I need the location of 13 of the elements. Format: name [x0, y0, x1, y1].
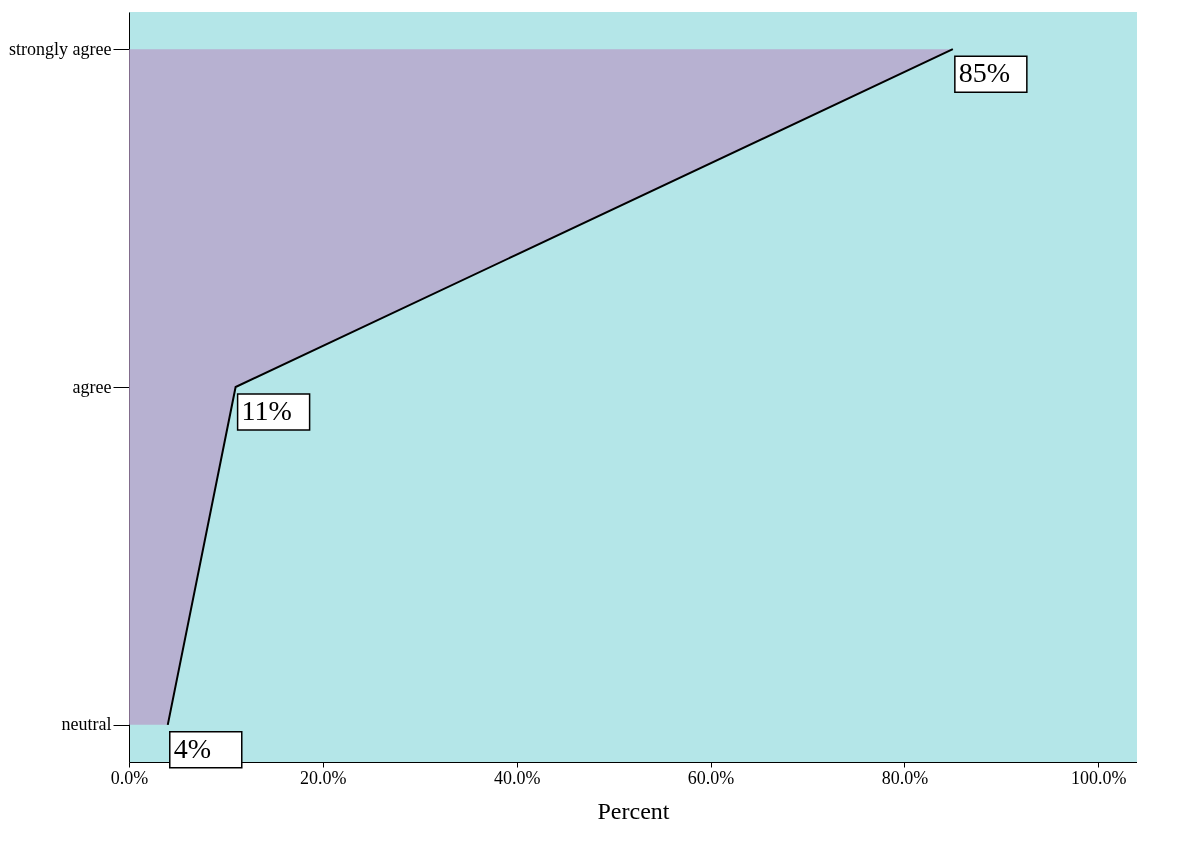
x-tick-label: 80.0%: [881, 767, 929, 788]
x-tick-label: 20.0%: [300, 767, 347, 788]
y-tick-label: neutral: [61, 714, 112, 735]
x-tick-label: 100.0%: [1070, 767, 1127, 788]
x-tick-label: 40.0%: [493, 767, 541, 788]
data-label: 85%: [958, 57, 1011, 89]
x-tick-label: 0.0%: [110, 767, 149, 788]
y-tick-label: agree: [72, 376, 112, 397]
data-label: 4%: [173, 732, 212, 764]
y-tick-label: strongly agree: [9, 38, 112, 59]
data-label: 11%: [241, 395, 292, 426]
x-tick-label: 60.0%: [687, 767, 735, 788]
x-axis-title: Percent: [597, 797, 670, 824]
